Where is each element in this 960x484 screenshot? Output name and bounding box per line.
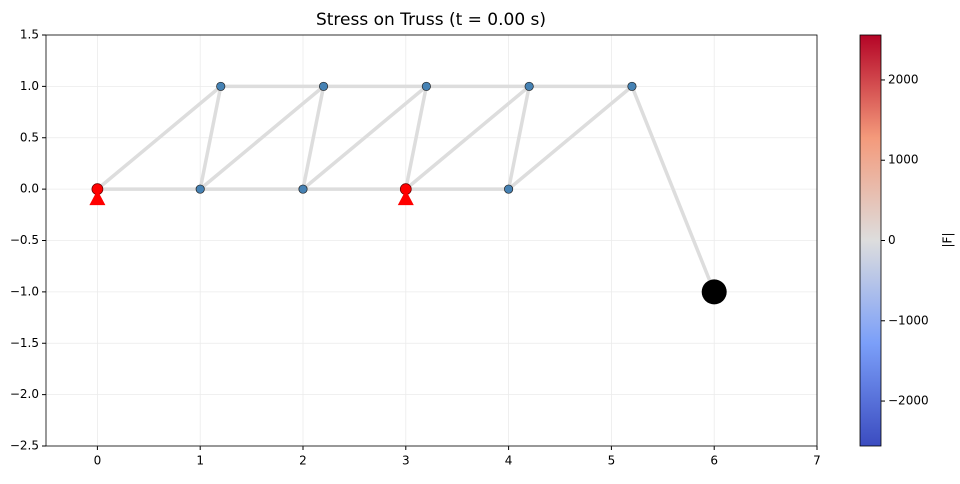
member [404,84,531,191]
x-tick-label: 0 [94,454,102,468]
x-tick-label: 6 [710,454,718,468]
member [506,84,531,191]
y-tick-label: −2.5 [10,439,39,453]
colorbar-tick-label: 2000 [888,72,919,86]
member [301,84,429,191]
y-tick-label: −1.5 [10,336,39,350]
colorbar-label: |F| [941,233,955,248]
x-tick-label: 2 [299,454,307,468]
colorbar-tick-label: −1000 [888,313,929,327]
joint [504,184,514,194]
member [506,84,634,191]
member [630,84,716,294]
x-tick-label: 4 [505,454,513,468]
y-tick-label: −2.0 [10,387,39,401]
y-tick-label: 0.5 [20,130,39,144]
mass [701,279,727,305]
y-tick-label: 1.0 [20,79,39,93]
joint [627,81,637,91]
colorbar-tick-label: −2000 [888,394,929,408]
member [198,84,326,191]
y-tick-label: −0.5 [10,233,39,247]
joint [421,81,431,91]
x-tick-label: 7 [813,454,821,468]
support-marker [89,190,106,206]
x-tick-label: 5 [608,454,616,468]
joint [524,81,534,91]
y-tick-label: −1.0 [10,284,39,298]
member [198,84,223,191]
colorbar-tick-label: 0 [888,233,896,247]
joint [216,81,226,91]
plot-frame [45,34,818,447]
member [404,84,429,191]
chart-title: Stress on Truss (t = 0.00 s) [316,10,546,30]
member [95,84,223,191]
x-tick-label: 3 [402,454,410,468]
y-tick-label: 1.5 [20,28,39,42]
member [301,84,326,191]
x-tick-label: 1 [196,454,204,468]
joint [298,184,308,194]
y-tick-label: 0.0 [20,182,39,196]
joint [319,81,329,91]
support-marker [397,190,414,206]
joint [195,184,205,194]
colorbar-tick-label: 1000 [888,153,919,167]
colorbar [859,34,882,447]
